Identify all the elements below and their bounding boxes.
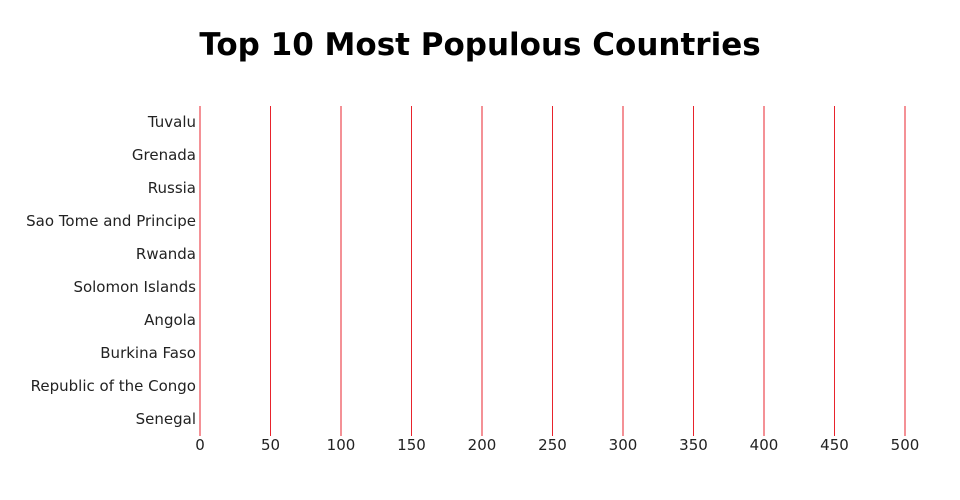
x-tick-label: 0 xyxy=(195,436,205,454)
x-tick-label: 200 xyxy=(468,436,497,454)
x-tick-label: 50 xyxy=(261,436,280,454)
category-labels: Tuvalu Grenada Russia Sao Tome and Principe… xyxy=(26,113,196,428)
x-tick-label: 300 xyxy=(609,436,638,454)
category-label: Solomon Islands xyxy=(73,278,196,296)
category-label: Senegal xyxy=(136,410,196,428)
x-tick-label: 250 xyxy=(538,436,567,454)
category-label: Grenada xyxy=(132,146,196,164)
category-label: Burkina Faso xyxy=(100,344,196,362)
gridlines xyxy=(199,106,906,436)
category-label: Republic of the Congo xyxy=(31,377,196,395)
category-label: Tuvalu xyxy=(147,113,196,131)
category-label: Angola xyxy=(144,311,196,329)
x-tick-label: 450 xyxy=(820,436,849,454)
chart-title: Top 10 Most Populous Countries xyxy=(199,27,760,63)
x-tick-label: 100 xyxy=(327,436,356,454)
x-tick-label: 500 xyxy=(891,436,920,454)
x-axis-ticks: 0 50 100 150 200 250 300 350 400 450 500 xyxy=(195,436,919,454)
category-label: Rwanda xyxy=(136,245,196,263)
category-label: Sao Tome and Principe xyxy=(26,212,196,230)
x-tick-label: 350 xyxy=(679,436,708,454)
category-label: Russia xyxy=(148,179,196,197)
x-tick-label: 400 xyxy=(750,436,779,454)
x-tick-label: 150 xyxy=(397,436,426,454)
